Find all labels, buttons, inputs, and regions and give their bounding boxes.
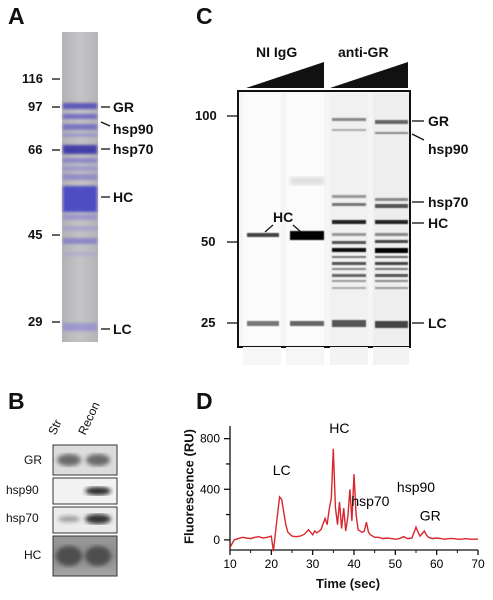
wedge-anti-gr [330,62,408,88]
group-label-anti-gr: anti-GR [338,44,389,60]
marker-66: 66 [28,142,43,157]
row-label-gr: GR [24,453,42,467]
gel-bands [63,103,97,331]
y-tick-label: 800 [200,432,220,446]
band-lc [63,323,97,331]
peak-label-hsp70: hsp70 [351,493,389,509]
band-gr [63,103,97,109]
x-tick-label: 50 [389,557,403,571]
marker-116: 116 [22,71,43,86]
peak-label-hsp90: hsp90 [397,479,435,495]
x-tick-label: 30 [306,557,320,571]
panel-b-letter: B [8,388,25,414]
fluorescence-trace [229,448,478,552]
band-ticks [100,106,111,330]
band-hsp70 [63,145,97,154]
marker-97: 97 [28,99,43,114]
peak-label-lc: LC [273,462,291,478]
row-label-hsp90: hsp90 [6,483,39,497]
band-label-gr: GR [113,99,134,115]
band-label-lc: LC [113,321,132,337]
x-tick-label: 20 [265,557,279,571]
group-label-ni-igg: NI IgG [256,44,298,60]
peak-label-hc: HC [329,420,349,436]
wedge-ni-igg [246,62,324,88]
y-tick-label: 0 [213,533,220,547]
x-tick-label: 10 [223,557,237,571]
c-marker-100: 100 [195,108,217,123]
band-gr-b [63,114,97,119]
band-hc [63,186,97,212]
c-marker-50: 50 [201,234,216,249]
band-label-hsp90: hsp90 [113,121,154,137]
x-tick-label: 60 [430,557,444,571]
c-marker-25: 25 [201,315,216,330]
band-hsp90 [63,124,97,130]
c-hc-inline-label: HC [273,209,294,225]
marker-29: 29 [28,314,43,329]
panel-d-letter: D [196,388,213,414]
x-tick-label: 70 [471,557,485,571]
marker-45: 45 [28,227,43,242]
c-band-label-hsp90: hsp90 [428,141,469,157]
band-label-hsp70: hsp70 [113,141,154,157]
c-band-label-lc: LC [428,315,447,331]
band-label-hc: HC [113,189,134,205]
c-band-label-gr: GR [428,113,449,129]
peak-label-gr: GR [420,507,441,523]
x-tick-label: 40 [347,557,361,571]
row-label-hc: HC [24,548,42,562]
marker-ticks [52,78,60,323]
c-band-label-hc: HC [428,215,449,231]
y-tick-label: 400 [200,482,220,496]
row-label-hsp70: hsp70 [6,511,39,525]
c-band-label-hsp70: hsp70 [428,194,469,210]
panel-a-letter: A [8,3,25,29]
panel-c-letter: C [196,3,213,29]
d-xlabel: Time (sec) [316,576,381,591]
